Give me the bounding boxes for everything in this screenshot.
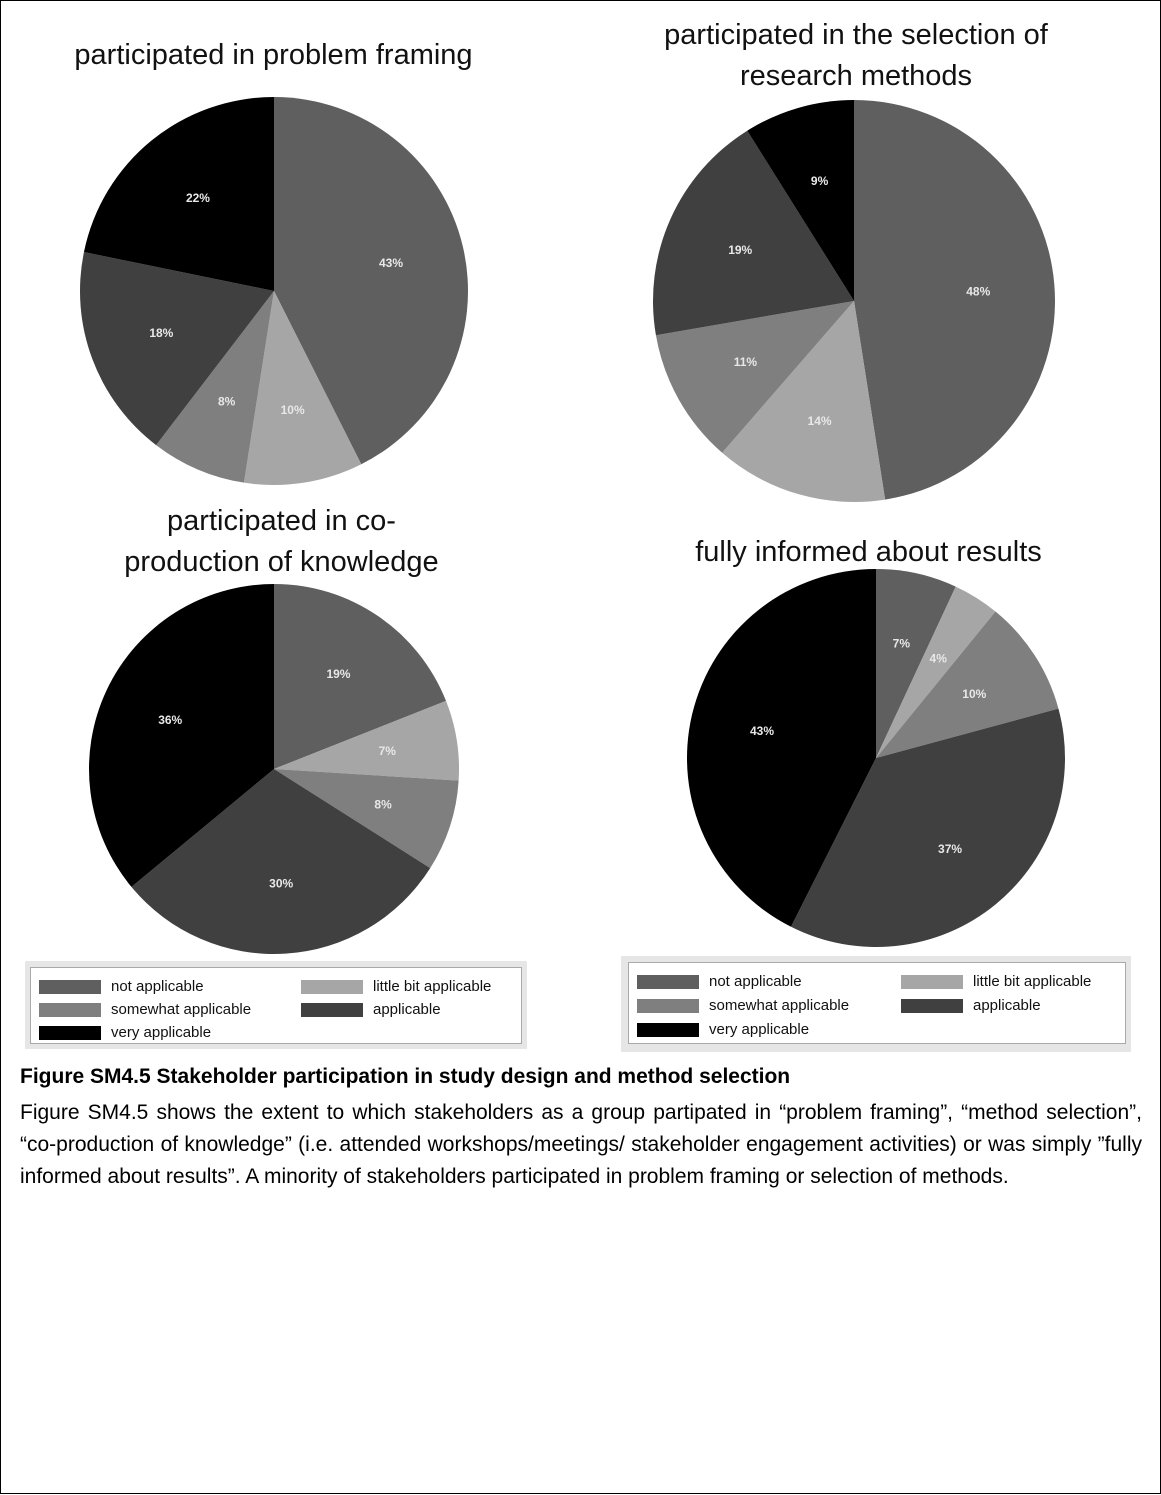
slice-label: 14% bbox=[808, 414, 832, 428]
slice-label: 19% bbox=[728, 243, 752, 257]
legend-label: little bit applicable bbox=[973, 973, 1092, 990]
pie-slice-somewhat-applicable bbox=[876, 611, 1059, 758]
pie-slice-applicable bbox=[653, 130, 854, 336]
slice-label: 22% bbox=[186, 191, 210, 205]
slice-label: 8% bbox=[218, 395, 236, 409]
slice-label: 30% bbox=[269, 876, 293, 890]
pie-slice-not-applicable bbox=[274, 584, 447, 769]
slice-label: 37% bbox=[938, 842, 962, 856]
legend-swatch bbox=[901, 999, 963, 1013]
pie-slice-not-applicable bbox=[274, 97, 468, 465]
figure-caption-body: Figure SM4.5 shows the extent to which s… bbox=[20, 1101, 1142, 1188]
legend-swatch bbox=[301, 1003, 363, 1017]
legend-swatch bbox=[39, 1003, 101, 1017]
pie-slice-little-bit-applicable bbox=[722, 301, 886, 502]
legend-swatch bbox=[39, 1026, 101, 1040]
legend-right: not applicable little bit applicable somew… bbox=[628, 962, 1126, 1044]
pie-slice-somewhat-applicable bbox=[655, 301, 854, 453]
slice-label: 8% bbox=[374, 797, 392, 811]
pie-slice-somewhat-applicable bbox=[156, 291, 274, 483]
legend-swatch bbox=[637, 975, 699, 989]
legend-label: applicable bbox=[973, 997, 1041, 1014]
slice-label: 43% bbox=[379, 256, 403, 270]
legend-label: somewhat applicable bbox=[709, 997, 850, 1014]
chart-title-co-production: participated in co- production of knowle… bbox=[29, 501, 534, 583]
pie-slice-very-applicable bbox=[687, 569, 876, 927]
slice-label: 11% bbox=[734, 355, 758, 369]
pie-slice-little-bit-applicable bbox=[876, 586, 996, 758]
legend-swatch bbox=[39, 980, 101, 994]
pie-slice-very-applicable bbox=[89, 584, 275, 887]
legend-label: very applicable bbox=[709, 1021, 810, 1038]
pie-slice-very-applicable bbox=[83, 97, 274, 291]
slice-label: 18% bbox=[149, 326, 173, 340]
slice-label: 48% bbox=[966, 284, 990, 298]
slice-label: 10% bbox=[962, 687, 986, 701]
slice-label: 4% bbox=[930, 652, 948, 666]
legend-label: not applicable bbox=[111, 978, 204, 995]
chart-title-method-selection-line1: participated in the selection of bbox=[664, 19, 1048, 51]
slice-label: 36% bbox=[158, 713, 182, 727]
legend-label: applicable bbox=[373, 1001, 441, 1018]
slice-label: 9% bbox=[811, 174, 829, 188]
chart-title-co-production-line1: participated in co- bbox=[167, 505, 396, 537]
legend-label: very applicable bbox=[111, 1024, 212, 1041]
slice-label: 19% bbox=[326, 667, 350, 681]
legend-label: little bit applicable bbox=[373, 978, 492, 995]
legend-swatch bbox=[637, 1023, 699, 1037]
pie-slice-very-applicable bbox=[747, 100, 854, 301]
slice-label: 10% bbox=[281, 403, 305, 417]
pie-slice-not-applicable bbox=[876, 569, 956, 758]
legend-label: somewhat applicable bbox=[111, 1001, 252, 1018]
chart-title-fully-informed: fully informed about results bbox=[695, 536, 1042, 568]
legend-left: not applicable little bit applicable somew… bbox=[30, 967, 522, 1044]
legend-swatch bbox=[637, 999, 699, 1013]
slice-label: 43% bbox=[750, 724, 774, 738]
pie-slice-applicable bbox=[790, 708, 1066, 947]
pie-slice-somewhat-applicable bbox=[274, 769, 459, 869]
pie-slice-little-bit-applicable bbox=[243, 291, 362, 485]
legend-swatch bbox=[301, 980, 363, 994]
slice-label: 7% bbox=[893, 637, 911, 651]
legend-label: not applicable bbox=[709, 973, 802, 990]
pie-slice-little-bit-applicable bbox=[274, 700, 459, 781]
chart-title-method-selection: participated in the selection of researc… bbox=[601, 15, 1111, 97]
chart-title-method-selection-line2: research methods bbox=[739, 60, 973, 92]
chart-title-problem-framing: participated in problem framing bbox=[74, 39, 473, 71]
slice-label: 7% bbox=[379, 744, 397, 758]
pie-slice-not-applicable bbox=[854, 100, 1055, 500]
pie-slice-applicable bbox=[131, 769, 431, 955]
pie-slice-applicable bbox=[80, 252, 274, 446]
figure-caption-title: Figure SM4.5 Stakeholder participation i… bbox=[20, 1065, 791, 1088]
chart-title-co-production-line2: production of knowledge bbox=[124, 546, 439, 578]
legend-swatch bbox=[901, 975, 963, 989]
